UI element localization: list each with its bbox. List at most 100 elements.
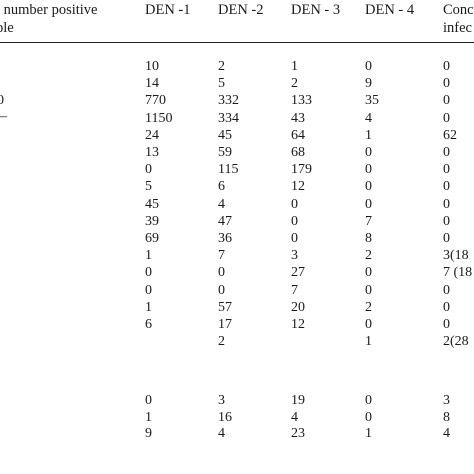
header-sample-line1: l number positive	[0, 2, 98, 18]
table-cell-den2: 4	[218, 196, 225, 212]
header-den2: DEN -2	[218, 2, 264, 18]
table-cell-den4: 9	[365, 76, 372, 92]
table-cell-den4: 0	[365, 265, 372, 281]
table-cell-den1: 1150	[145, 110, 173, 126]
header-rule	[0, 42, 474, 43]
table-cell-den4: 0	[365, 393, 372, 408]
table-cell-coinf: 8	[443, 409, 450, 425]
table-cell-den3: 12	[291, 179, 305, 195]
table-cell-den2: 59	[218, 145, 232, 160]
table-cell-den1: 39	[145, 213, 159, 229]
table-cell-den2: 17	[218, 317, 232, 332]
table-cell-den1: 770	[145, 93, 166, 109]
table-cell-den4: 1	[365, 127, 372, 143]
table-cell-den3: 4	[291, 409, 298, 425]
table-cell-den3: 7	[291, 282, 298, 298]
table-cell-den4: 0	[365, 162, 372, 178]
table-cell-coinf: 7 (18	[443, 265, 473, 281]
header-den3: DEN - 3	[291, 2, 341, 18]
table-cell-den3: 2	[291, 76, 298, 92]
table-cell-den2: 57	[218, 299, 232, 315]
table-cell-den4: 2	[365, 248, 372, 264]
header-coinfection-line2: infec	[443, 20, 472, 36]
table-cell-coinf: 0	[443, 282, 450, 298]
header-coinfection-line1: Conc	[443, 2, 474, 18]
table-cell-den2: 7	[218, 248, 225, 264]
table-cell-den1: 1	[145, 299, 152, 315]
table-cell-den2: 334	[218, 110, 239, 126]
table-cell-den1: 6	[145, 317, 152, 332]
table-cell-coinf: 4	[443, 426, 450, 441]
table-cell-den4: 35	[365, 93, 379, 109]
header-sample-line2: ple	[0, 20, 14, 36]
table-cell-den2: 0	[218, 282, 225, 298]
table-cell-den1: 0	[145, 282, 152, 298]
table-cell-coinf: 62	[443, 127, 457, 143]
table-cell-den1: 1	[145, 409, 152, 425]
table-cell-coinf: 0	[443, 317, 450, 332]
left-fragment: –	[0, 109, 7, 124]
table-cell-coinf: 0	[443, 196, 450, 212]
table-cell-coinf: 3(18	[443, 248, 469, 264]
table-cell-den1: 0	[145, 265, 152, 281]
table-cell-den4: 0	[365, 409, 372, 425]
table-cell-den3: 19	[291, 393, 305, 408]
table-cell-den3: 3	[291, 248, 298, 264]
table-cell-coinf: 0	[443, 213, 450, 229]
header-den4: DEN - 4	[365, 2, 415, 18]
table-cell-den2: 4	[218, 426, 225, 441]
table-cell-den2: 0	[218, 265, 225, 281]
table-cell-den3: 27	[291, 265, 305, 281]
table-cell-den3: 179	[291, 162, 312, 178]
table-cell-den1: 13	[145, 145, 159, 160]
table-cell-coinf: 0	[443, 179, 450, 195]
table-cell-den1: 24	[145, 127, 159, 143]
table-cell-den3: 133	[291, 93, 312, 109]
table-cell-den4: 1	[365, 426, 372, 441]
table-cell-den3: 20	[291, 299, 305, 315]
table-cell-coinf: 0	[443, 145, 450, 160]
table-cell-den4: 0	[365, 145, 372, 160]
table-cell-den3: 0	[291, 231, 298, 246]
table-cell-coinf: 0	[443, 59, 450, 74]
table-cell-den3: 64	[291, 127, 305, 143]
table-cell-den4: 2	[365, 299, 372, 315]
table-cell-den1: 10	[145, 59, 159, 74]
table-cell-den4: 0	[365, 196, 372, 212]
table-cell-coinf: 0	[443, 76, 450, 92]
table-cell-den4: 0	[365, 179, 372, 195]
table-cell-den2: 332	[218, 93, 239, 109]
table-cell-coinf: 0	[443, 93, 450, 109]
table-cell-den2: 2	[218, 59, 225, 74]
table-cell-den1: 14	[145, 76, 159, 92]
table-cell-den3: 43	[291, 110, 305, 126]
table-cell-den1: 0	[145, 393, 152, 408]
table-cell-den4: 7	[365, 213, 372, 229]
table-cell-den3: 0	[291, 196, 298, 212]
table-cell-den2: 2	[218, 334, 225, 350]
table-cell-den4: 0	[365, 59, 372, 74]
table-cell-den2: 45	[218, 127, 232, 143]
table-cell-den4: 0	[365, 317, 372, 332]
table-cell-den1: 1	[145, 248, 152, 264]
table-cell-den2: 5	[218, 76, 225, 92]
table-cell-den3: 0	[291, 213, 298, 229]
table-cell-den4: 0	[365, 282, 372, 298]
table-cell-den2: 6	[218, 179, 225, 195]
table-cell-den1: 5	[145, 179, 152, 195]
table-cell-coinf: 0	[443, 110, 450, 126]
table-cell-den1: 45	[145, 196, 159, 212]
table-cell-coinf: 0	[443, 231, 450, 246]
left-fragment: 0	[0, 93, 4, 108]
table-cell-den3: 1	[291, 59, 298, 74]
table-cell-den2: 3	[218, 393, 225, 408]
table-cell-den3: 12	[291, 317, 305, 332]
table-cell-den2: 47	[218, 213, 232, 229]
table-cell-den2: 16	[218, 409, 232, 425]
table-cell-den3: 68	[291, 145, 305, 160]
table-cell-coinf: 0	[443, 299, 450, 315]
table-cell-den1: 69	[145, 231, 159, 246]
table-cell-coinf: 3	[443, 393, 450, 408]
table-cell-den4: 1	[365, 334, 372, 350]
